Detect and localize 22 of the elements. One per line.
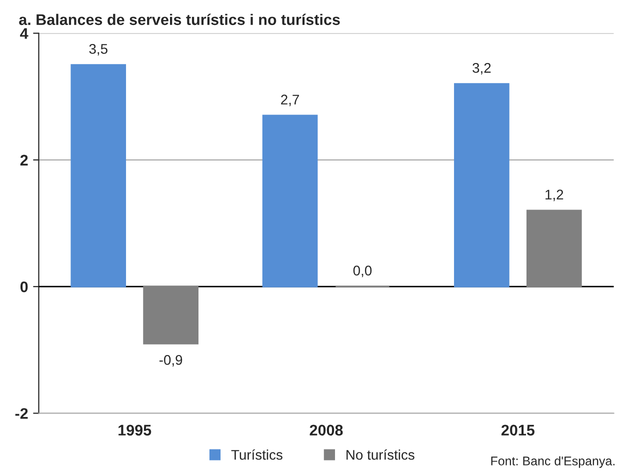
bar	[143, 286, 198, 344]
y-tick-label: 0	[20, 281, 28, 292]
data-label: 3,5	[89, 44, 108, 56]
bar	[526, 210, 582, 288]
y-tick-label: 4	[20, 28, 28, 39]
x-tick-label: 1995	[118, 424, 152, 436]
text: Font: Banc d'Espanya.	[491, 456, 614, 468]
y-tick-label: 2	[20, 154, 28, 166]
legend-label: No turístics	[346, 449, 414, 460]
data-label: 1,2	[546, 190, 564, 202]
data-label: -0,9	[159, 355, 182, 367]
x-tick-label: 2008	[310, 424, 343, 436]
y-tick-label: -2	[15, 408, 28, 419]
legend-label: Turístics	[231, 449, 282, 460]
bar	[262, 114, 318, 288]
data-label: 3,2	[472, 63, 491, 74]
bar	[70, 64, 126, 288]
data-label: 2,7	[281, 94, 299, 106]
x-tick-label: 2015	[501, 424, 534, 436]
chart-title: a. Balances de serveis turístics i no turístics	[19, 14, 340, 26]
bar	[454, 83, 510, 288]
data-label: 0,0	[353, 266, 372, 278]
